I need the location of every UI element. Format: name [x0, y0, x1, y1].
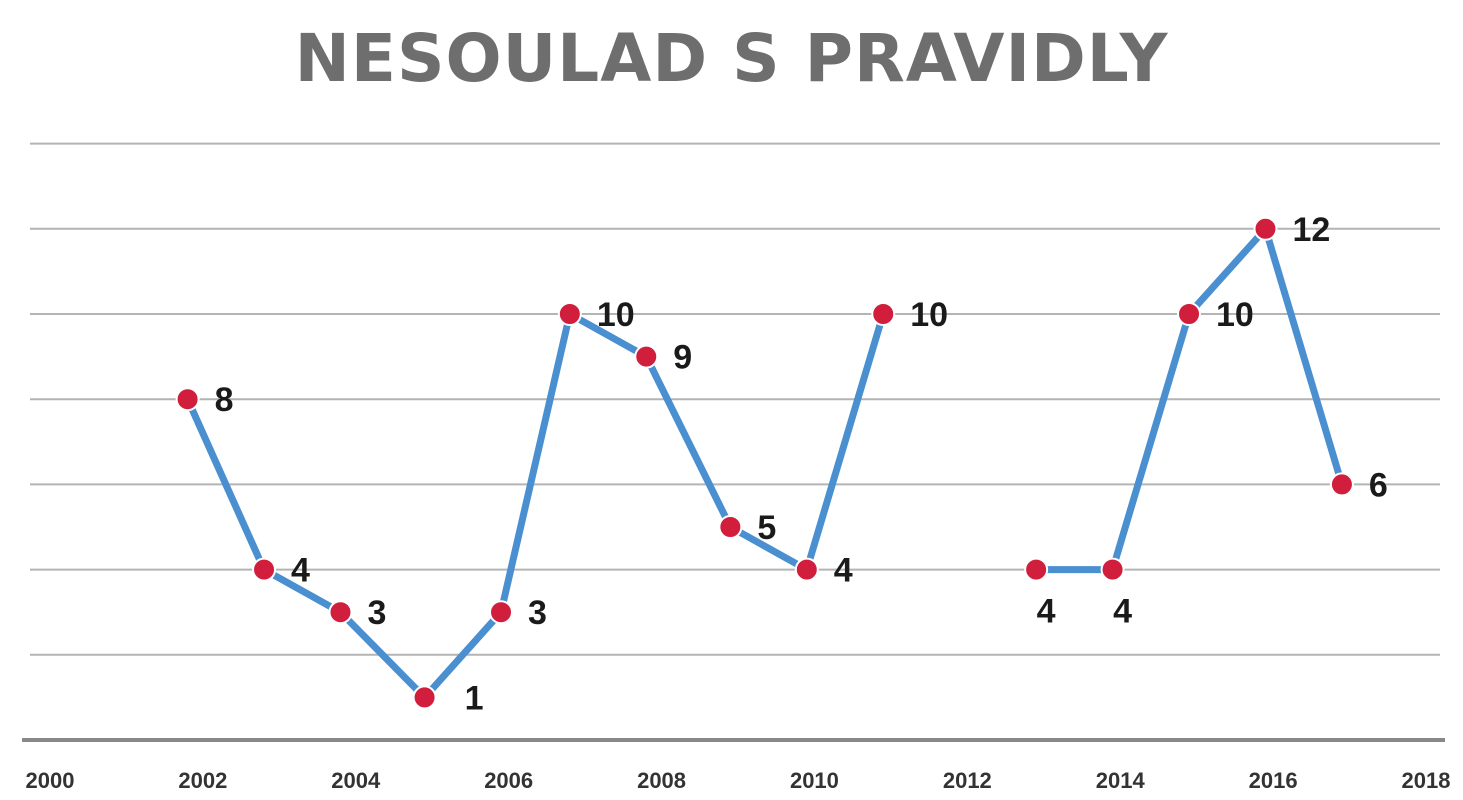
data-label: 5	[757, 509, 776, 547]
data-label: 10	[910, 296, 948, 334]
series-line	[184, 225, 1346, 701]
data-label: 4	[291, 552, 310, 590]
x-axis: 2000 2002 2004 2006 2008 2010 2012 2014 2016 2018	[22, 738, 1451, 793]
data-point	[1329, 472, 1354, 497]
data-points	[175, 216, 1354, 710]
data-point	[634, 344, 659, 369]
data-point	[718, 515, 743, 539]
chart-title: NESOULAD S PRAVIDLY	[294, 20, 1169, 97]
data-point	[412, 685, 437, 710]
x-tick-label: 2012	[943, 768, 992, 793]
data-point	[871, 302, 896, 326]
data-labels: 8 4 3 1 3 10 9 5 4 10 4 4 10 12 6	[215, 211, 1388, 718]
data-label: 1	[465, 679, 484, 717]
data-label: 9	[673, 339, 692, 377]
data-label: 8	[215, 381, 234, 419]
data-point	[1177, 302, 1202, 326]
x-tick-label: 2018	[1402, 768, 1451, 793]
data-point	[252, 557, 277, 582]
data-label: 4	[834, 552, 853, 590]
data-point	[557, 302, 582, 326]
data-point	[1253, 216, 1278, 241]
x-tick-label: 2002	[178, 768, 227, 793]
data-label: 4	[1037, 593, 1056, 631]
data-label: 3	[528, 594, 547, 632]
data-label: 12	[1292, 211, 1330, 249]
data-point	[1024, 557, 1049, 582]
data-label: 4	[1113, 593, 1132, 631]
gridlines	[30, 142, 1440, 656]
x-tick-label: 2010	[790, 768, 839, 793]
x-tick-label: 2014	[1096, 768, 1146, 793]
data-point	[794, 557, 819, 582]
data-point	[489, 600, 514, 625]
x-tick-label: 2008	[637, 768, 686, 793]
x-tick-label: 2004	[331, 768, 381, 793]
x-tick-label: 2000	[26, 768, 75, 793]
data-label: 10	[1216, 296, 1254, 334]
x-tick-label: 2016	[1249, 768, 1298, 793]
data-point	[1100, 557, 1125, 582]
data-point	[328, 600, 353, 625]
data-label: 10	[597, 296, 635, 334]
data-label: 6	[1369, 466, 1388, 504]
data-point	[175, 387, 200, 412]
data-label: 3	[367, 594, 386, 632]
x-tick-label: 2006	[484, 768, 533, 793]
series-line-segment	[184, 310, 887, 701]
